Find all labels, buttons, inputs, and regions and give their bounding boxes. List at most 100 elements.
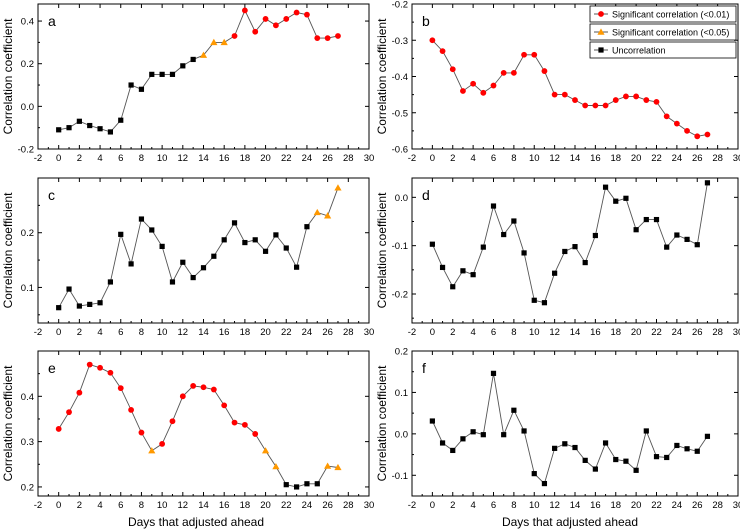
- data-point: [501, 432, 507, 438]
- x-tick-label: 4: [97, 153, 102, 164]
- data-point: [490, 82, 497, 89]
- data-point: [56, 305, 62, 311]
- y-tick-label: -0.4: [392, 72, 408, 83]
- data-point: [117, 385, 124, 392]
- x-tick-label: 26: [322, 327, 333, 338]
- data-point: [684, 127, 690, 134]
- data-point: [511, 218, 517, 224]
- data-point: [334, 184, 342, 191]
- data-point: [521, 51, 527, 58]
- x-tick-label: 10: [529, 327, 540, 338]
- data-point: [541, 480, 548, 487]
- data-point: [623, 195, 629, 201]
- data-point: [283, 245, 289, 251]
- y-tick-label: 0.3: [21, 437, 34, 448]
- x-tick-label: 18: [610, 500, 621, 511]
- data-point: [241, 421, 248, 428]
- data-point: [561, 91, 568, 98]
- data-point: [552, 445, 558, 451]
- data-point: [521, 250, 527, 256]
- x-tick-label: 0: [56, 153, 61, 164]
- y-tick-label: -0.3: [392, 36, 408, 47]
- x-tick-label: 26: [692, 327, 703, 338]
- data-point: [572, 97, 578, 103]
- data-point: [159, 440, 166, 447]
- legend-entry-p001: Significant correlation (<0.01): [612, 10, 729, 20]
- data-point: [582, 259, 588, 266]
- data-point: [293, 484, 300, 490]
- data-point: [169, 71, 176, 77]
- data-point: [592, 102, 599, 109]
- x-tick-label: 16: [590, 500, 601, 511]
- x-tick-label: 24: [302, 153, 313, 164]
- x-tick-label: 10: [529, 500, 540, 511]
- data-point: [470, 272, 476, 278]
- data-point: [439, 440, 446, 446]
- x-tick-label: 22: [281, 327, 292, 338]
- data-point: [314, 35, 321, 42]
- data-point: [107, 369, 114, 376]
- data-point: [107, 279, 114, 285]
- data-point: [118, 231, 124, 237]
- x-tick-label: 10: [157, 327, 168, 338]
- data-point: [501, 231, 507, 238]
- data-point: [97, 300, 103, 306]
- y-tick-label: 0.4: [21, 392, 34, 403]
- y-tick-label: 0.1: [395, 388, 408, 399]
- x-tick-label: 10: [529, 153, 540, 164]
- x-tick-label: 24: [302, 327, 313, 338]
- data-point: [313, 208, 321, 216]
- data-point: [304, 11, 310, 18]
- y-axis-label: Correlation coefficient: [375, 365, 389, 482]
- x-tick-label: 28: [343, 327, 354, 338]
- x-tick-label: 14: [570, 153, 581, 164]
- panel-label: d: [422, 187, 430, 203]
- series-line: [432, 39, 708, 137]
- x-tick-label: 16: [590, 153, 601, 164]
- data-point: [180, 259, 186, 265]
- legend-entry-p005: Significant correlation (<0.05): [612, 28, 729, 38]
- data-point: [283, 16, 290, 22]
- x-tick-label: 8: [511, 500, 516, 511]
- x-tick-label: 14: [198, 153, 209, 164]
- data-point: [510, 69, 517, 76]
- data-point: [293, 264, 300, 270]
- x-tick-label: 14: [570, 327, 581, 338]
- x-tick-label: 14: [198, 500, 209, 511]
- data-point: [562, 248, 568, 255]
- series-line: [58, 364, 339, 488]
- data-point: [460, 436, 466, 442]
- data-point: [335, 33, 341, 39]
- data-point: [159, 243, 165, 249]
- data-point: [107, 129, 114, 135]
- plot-frame: [411, 350, 739, 497]
- x-tick-label: 0: [430, 500, 435, 511]
- legend-box: [589, 41, 737, 59]
- data-point: [674, 232, 680, 238]
- y-axis-label: Correlation coefficient: [1, 192, 15, 309]
- x-tick-label: 6: [118, 153, 123, 164]
- data-point: [592, 232, 598, 239]
- x-tick-label: 12: [549, 327, 560, 338]
- data-point: [429, 418, 435, 424]
- x-tick-label: 0: [430, 153, 435, 164]
- data-point: [582, 102, 589, 109]
- y-tick-label: 0.0: [395, 429, 408, 440]
- data-point: [694, 133, 701, 140]
- x-tick-label: 16: [219, 327, 230, 338]
- data-point: [76, 118, 82, 124]
- y-tick-label: 0.2: [21, 228, 34, 239]
- x-tick-label: 26: [692, 500, 703, 511]
- data-point: [241, 7, 248, 14]
- data-point: [704, 180, 711, 186]
- x-tick-label: 2: [450, 327, 455, 338]
- plot-frame: [411, 177, 739, 324]
- data-point: [623, 458, 629, 464]
- data-point: [490, 370, 497, 376]
- data-point: [511, 407, 517, 413]
- data-point: [633, 227, 639, 233]
- x-tick-label: 24: [672, 327, 683, 338]
- legend-box: [589, 5, 737, 23]
- x-tick-label: 4: [470, 500, 475, 511]
- x-tick-label: 22: [651, 327, 662, 338]
